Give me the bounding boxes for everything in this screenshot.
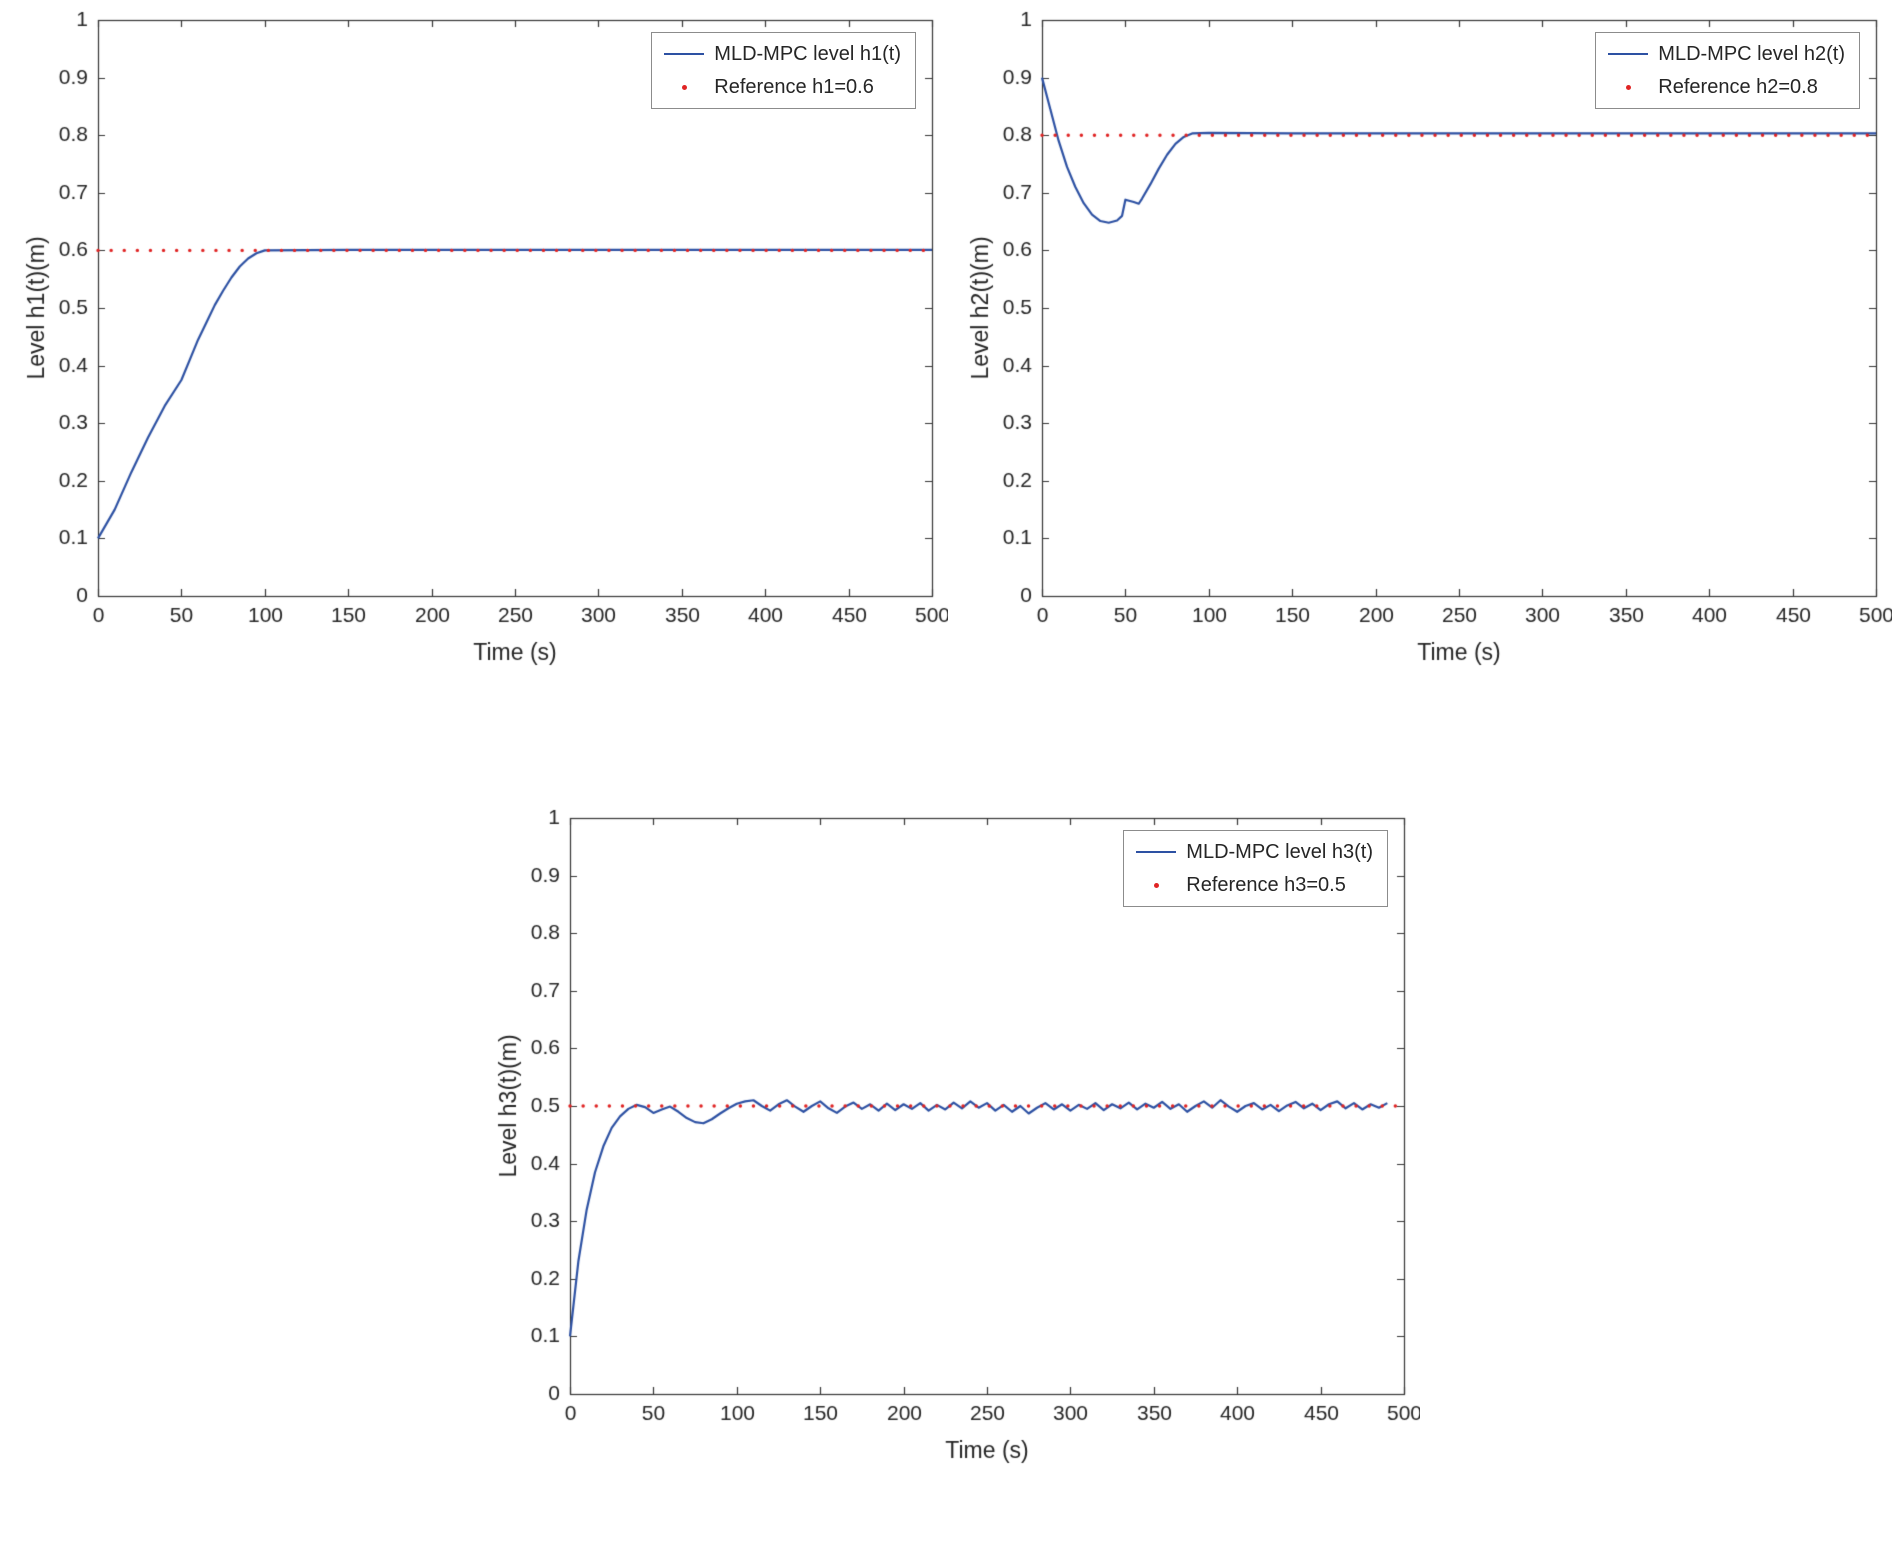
chart-h2-legend: MLD-MPC level h2(t) Reference h2=0.8	[1595, 32, 1860, 109]
bottom-row: MLD-MPC level h3(t) Reference h3=0.5	[0, 804, 1900, 1474]
chart-h3-canvas	[480, 804, 1420, 1474]
legend-item-mpc-h1: MLD-MPC level h1(t)	[662, 42, 901, 66]
chart-h2: MLD-MPC level h2(t) Reference h2=0.8	[952, 6, 1892, 676]
legend-sample	[662, 53, 706, 55]
legend-sample	[1134, 882, 1178, 888]
legend-label-mpc-h3: MLD-MPC level h3(t)	[1186, 841, 1373, 863]
legend-item-mpc-h2: MLD-MPC level h2(t)	[1606, 42, 1845, 66]
red-dot-sample	[1625, 84, 1631, 90]
chart-h3: MLD-MPC level h3(t) Reference h3=0.5	[480, 804, 1420, 1474]
blue-line-sample	[664, 53, 705, 55]
legend-label-ref-h2: Reference h2=0.8	[1658, 76, 1818, 98]
chart-h1-legend: MLD-MPC level h1(t) Reference h1=0.6	[651, 32, 916, 109]
blue-line-sample	[1608, 53, 1649, 55]
chart-h1-canvas	[8, 6, 948, 676]
blue-line-sample	[1136, 851, 1177, 853]
legend-sample	[1134, 851, 1178, 853]
red-dot-sample	[1153, 882, 1159, 888]
legend-label-ref-h1: Reference h1=0.6	[714, 76, 874, 98]
red-dot-sample	[681, 84, 687, 90]
legend-label-ref-h3: Reference h3=0.5	[1186, 874, 1346, 896]
legend-item-ref-h1: Reference h1=0.6	[662, 75, 901, 99]
legend-item-ref-h3: Reference h3=0.5	[1134, 873, 1373, 897]
legend-label-mpc-h2: MLD-MPC level h2(t)	[1658, 43, 1845, 65]
legend-item-mpc-h3: MLD-MPC level h3(t)	[1134, 840, 1373, 864]
legend-sample	[662, 84, 706, 90]
legend-sample	[1606, 53, 1650, 55]
chart-h1: MLD-MPC level h1(t) Reference h1=0.6	[8, 6, 948, 676]
chart-h3-legend: MLD-MPC level h3(t) Reference h3=0.5	[1123, 830, 1388, 907]
chart-h2-canvas	[952, 6, 1892, 676]
legend-sample	[1606, 84, 1650, 90]
legend-label-mpc-h1: MLD-MPC level h1(t)	[714, 43, 901, 65]
legend-item-ref-h2: Reference h2=0.8	[1606, 75, 1845, 99]
top-row: MLD-MPC level h1(t) Reference h1=0.6 MLD…	[0, 6, 1900, 676]
